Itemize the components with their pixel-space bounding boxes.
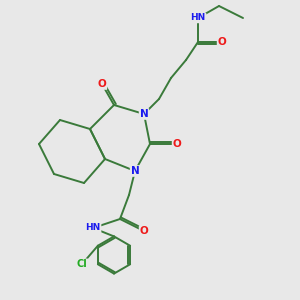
Text: HN: HN: [190, 14, 206, 22]
Text: O: O: [140, 226, 148, 236]
Text: O: O: [98, 79, 106, 89]
Text: N: N: [130, 166, 140, 176]
Text: O: O: [218, 37, 226, 47]
Text: Cl: Cl: [76, 259, 87, 269]
Text: O: O: [172, 139, 182, 149]
Text: HN: HN: [85, 224, 100, 232]
Text: N: N: [140, 109, 148, 119]
